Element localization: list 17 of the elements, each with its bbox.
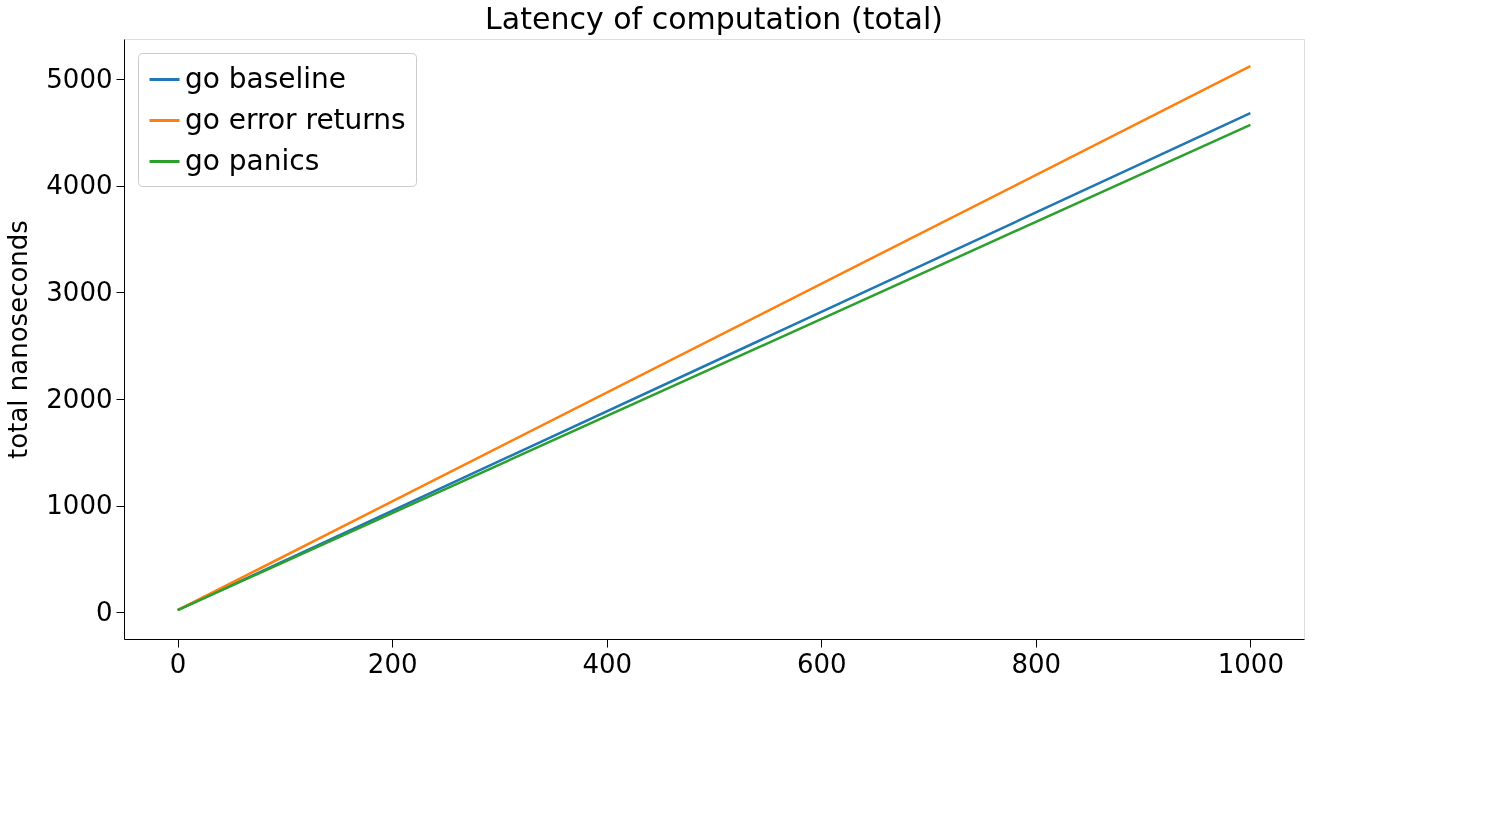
legend-label: go baseline — [185, 61, 347, 95]
x-tick-label: 1000 — [1217, 648, 1284, 679]
x-tick-label: 0 — [169, 648, 187, 679]
x-tick-label: 400 — [582, 648, 633, 679]
y-axis-title: total nanoseconds — [3, 220, 34, 459]
x-tick-label: 200 — [367, 648, 418, 679]
y-tick-label: 2000 — [46, 383, 113, 414]
y-tick-label: 4000 — [46, 170, 113, 201]
legend-label: go panics — [185, 143, 320, 177]
y-tick-label: 5000 — [46, 63, 113, 94]
x-tick-label: 600 — [796, 648, 847, 679]
chart-title: Latency of computation (total) — [485, 1, 943, 36]
x-tick-label: 800 — [1011, 648, 1062, 679]
y-tick-label: 3000 — [46, 276, 113, 307]
y-tick-label: 0 — [95, 596, 113, 627]
y-tick-label: 1000 — [46, 490, 113, 521]
legend-label: go error returns — [185, 102, 406, 136]
